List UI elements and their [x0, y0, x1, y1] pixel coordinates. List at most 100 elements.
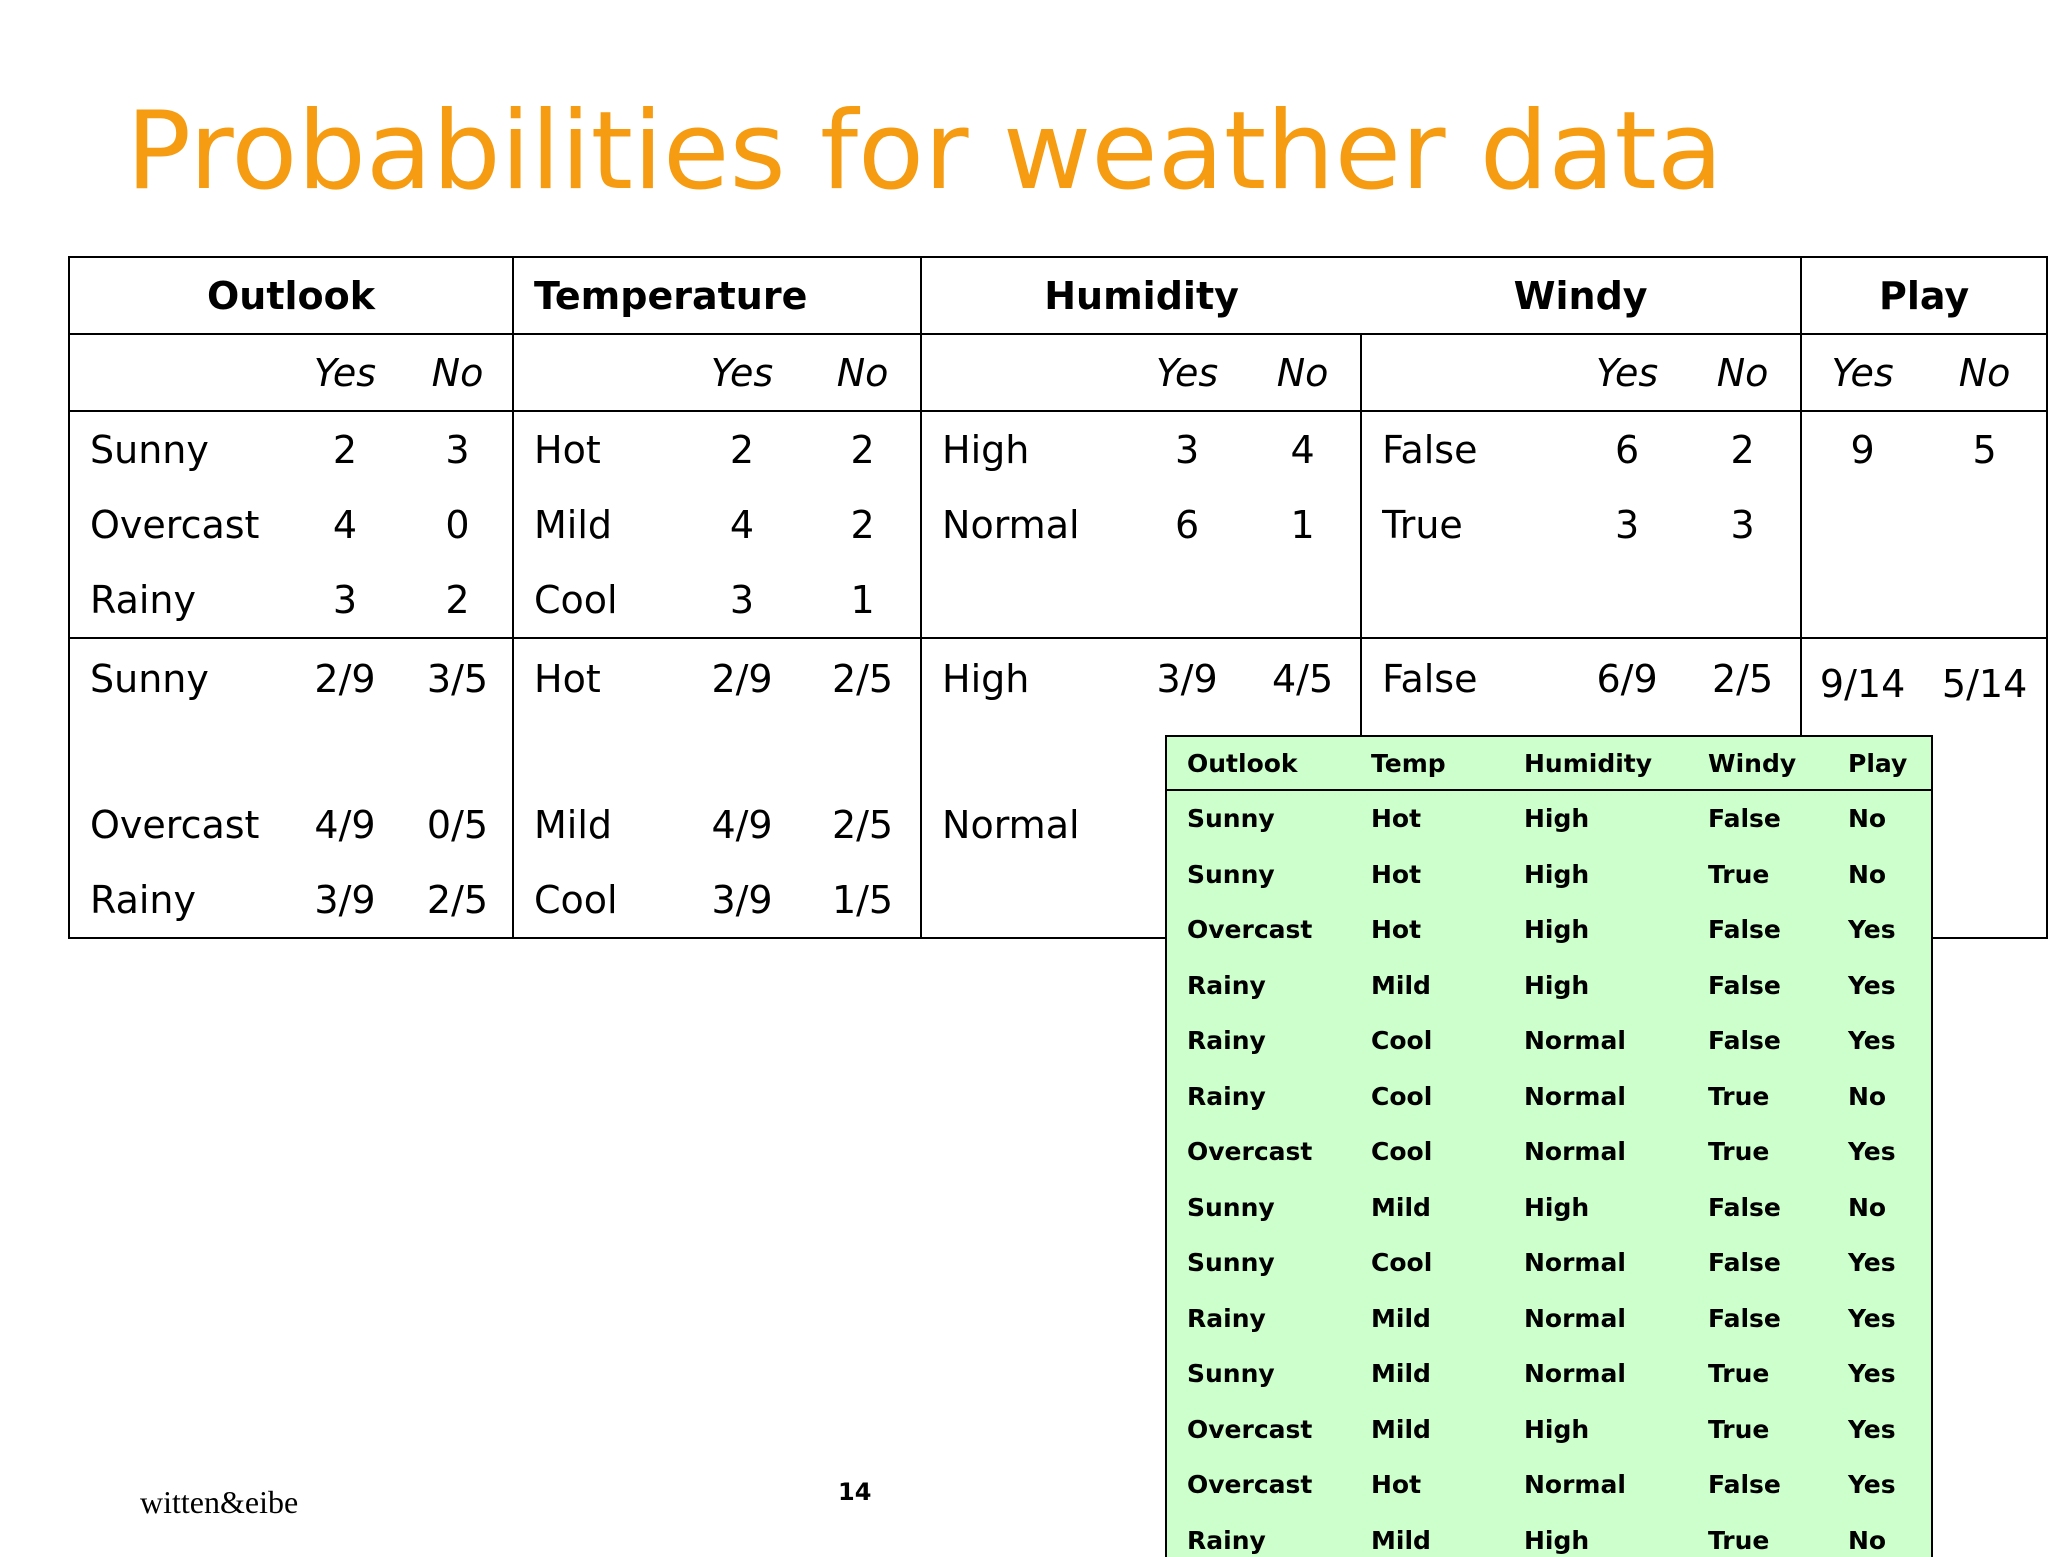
count-row: Overcast 4 0 Mild 4 2 Normal 6 1 True 3 … — [69, 487, 2047, 562]
count-cell: 3 — [403, 411, 513, 487]
table-cell: Cool — [1351, 1235, 1504, 1291]
count-row: Rainy 3 2 Cool 3 1 — [69, 562, 2047, 638]
table-cell: Sunny — [1167, 790, 1351, 847]
humidity-label: Normal — [921, 787, 1129, 862]
column-header: Windy — [1688, 737, 1828, 790]
count-cell: 2 — [1685, 411, 1801, 487]
table-cell: High — [1504, 1180, 1688, 1236]
table-cell: False — [1688, 1180, 1828, 1236]
table-cell: True — [1688, 847, 1828, 903]
slide-title: Probabilities for weather data — [126, 82, 1723, 222]
table-cell: Mild — [1351, 1346, 1504, 1402]
table-cell: Overcast — [1167, 1457, 1351, 1513]
prob-cell: 2/5 — [805, 638, 921, 787]
table-cell: False — [1688, 1235, 1828, 1291]
count-cell: 9 — [1801, 411, 1923, 487]
header-humidity: Humidity — [921, 257, 1361, 334]
prob-cell: 5/14 — [1923, 638, 2047, 787]
prob-cell: 3/9 — [679, 862, 805, 938]
yes-label: Yes — [1801, 334, 1923, 411]
table-cell: Yes — [1828, 1235, 1931, 1291]
table-cell: Normal — [1504, 1124, 1688, 1180]
table-cell: No — [1828, 1069, 1931, 1125]
no-label: No — [1245, 334, 1361, 411]
count-cell: 4 — [287, 487, 403, 562]
table-cell: Yes — [1828, 1346, 1931, 1402]
prob-cell: 2/9 — [679, 638, 805, 787]
table-cell: No — [1828, 1180, 1931, 1236]
yes-no-row: Yes No Yes No Yes No Yes No Yes No — [69, 334, 2047, 411]
table-cell: Sunny — [1167, 1180, 1351, 1236]
header-play: Play — [1801, 257, 2047, 334]
table-cell: Hot — [1351, 1457, 1504, 1513]
header-windy: Windy — [1361, 257, 1801, 334]
table-cell: False — [1688, 902, 1828, 958]
table-cell: True — [1688, 1346, 1828, 1402]
table-cell: Hot — [1351, 847, 1504, 903]
humidity-label: Normal — [921, 487, 1129, 562]
table-cell: Rainy — [1167, 1013, 1351, 1069]
count-cell: 6 — [1129, 487, 1245, 562]
table-cell: Yes — [1828, 902, 1931, 958]
table-cell: Yes — [1828, 1291, 1931, 1347]
yes-label: Yes — [1129, 334, 1245, 411]
count-cell: 3 — [1129, 411, 1245, 487]
no-label: No — [1685, 334, 1801, 411]
outlook-label: Rainy — [69, 562, 287, 638]
prob-cell: 0/5 — [403, 787, 513, 862]
table-cell: Overcast — [1167, 1124, 1351, 1180]
count-cell: 4 — [679, 487, 805, 562]
table-cell: False — [1688, 790, 1828, 847]
prob-cell: 3/9 — [287, 862, 403, 938]
no-label: No — [805, 334, 921, 411]
column-header: Temp — [1351, 737, 1504, 790]
table-cell: Cool — [1351, 1013, 1504, 1069]
table-cell: False — [1688, 1013, 1828, 1069]
count-cell: 1 — [805, 562, 921, 638]
table-cell: Overcast — [1167, 1402, 1351, 1458]
data-header-row: Outlook Temp Humidity Windy Play — [1167, 737, 1931, 790]
outlook-label: Overcast — [69, 487, 287, 562]
prob-cell: 3/5 — [403, 638, 513, 787]
table-cell: Normal — [1504, 1291, 1688, 1347]
table-cell: Normal — [1504, 1069, 1688, 1125]
count-cell: 3 — [679, 562, 805, 638]
table-cell: False — [1688, 1457, 1828, 1513]
column-header: Outlook — [1167, 737, 1351, 790]
group-header-row: Outlook Temperature Humidity Windy Play — [69, 257, 2047, 334]
humidity-label: High — [921, 638, 1129, 787]
prob-cell: 2/5 — [403, 862, 513, 938]
column-header: Humidity — [1504, 737, 1688, 790]
column-header: Play — [1828, 737, 1931, 790]
count-cell: 4 — [1245, 411, 1361, 487]
count-cell: 0 — [403, 487, 513, 562]
count-cell: 2 — [805, 487, 921, 562]
table-cell: Overcast — [1167, 902, 1351, 958]
temperature-label: Mild — [513, 487, 679, 562]
prob-cell: 2/5 — [805, 787, 921, 862]
count-cell: 6 — [1569, 411, 1685, 487]
prob-cell: 4/9 — [679, 787, 805, 862]
table-cell: Cool — [1351, 1124, 1504, 1180]
temperature-label: Cool — [513, 562, 679, 638]
table-cell: Normal — [1504, 1013, 1688, 1069]
table-cell: Normal — [1504, 1235, 1688, 1291]
table-cell: Rainy — [1167, 1291, 1351, 1347]
table-cell: Yes — [1828, 1457, 1931, 1513]
temperature-label: Hot — [513, 638, 679, 787]
table-cell: Mild — [1351, 1513, 1504, 1557]
count-cell: 3 — [1685, 487, 1801, 562]
table-cell: Rainy — [1167, 1513, 1351, 1557]
humidity-label: High — [921, 411, 1129, 487]
table-cell: Mild — [1351, 1291, 1504, 1347]
